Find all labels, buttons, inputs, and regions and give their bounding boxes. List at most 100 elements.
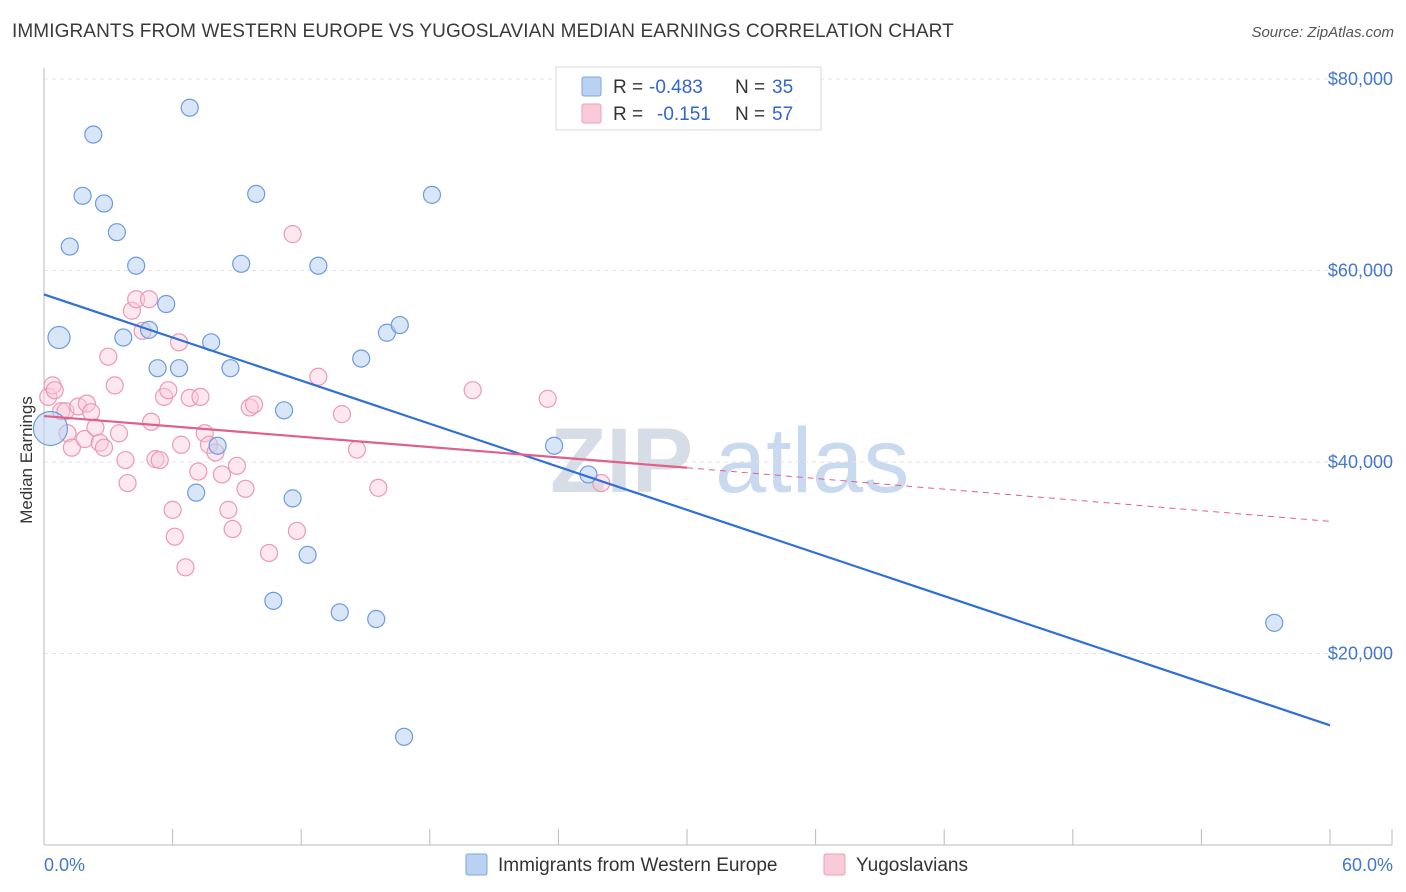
point-western-europe	[180, 98, 199, 117]
point-yugoslavians	[283, 225, 302, 244]
point-western-europe	[60, 237, 79, 256]
source-label: Source: ZipAtlas.com	[1251, 24, 1394, 41]
point-yugoslavians	[82, 403, 101, 422]
point-yugoslavians	[159, 381, 178, 400]
point-yugoslavians	[332, 405, 352, 424]
point-yugoslavians	[347, 440, 367, 459]
point-yugoslavians	[219, 500, 238, 519]
point-western-europe	[221, 359, 240, 378]
y-axis-label: Median Earnings	[17, 396, 36, 524]
series-western-europe	[32, 98, 1284, 746]
point-western-europe	[545, 436, 564, 455]
axes: $20,000 $40,000 $60,000 $80,000 0.0% 60.0%	[43, 68, 1393, 875]
point-yugoslavians	[105, 376, 124, 395]
trend-line-yugoslavians-extension	[686, 467, 1331, 522]
bottom-legend-label-pink: Yugoslavians	[856, 855, 968, 876]
point-western-europe	[127, 256, 146, 275]
chart-title: IMMIGRANTS FROM WESTERN EUROPE VS YUGOSL…	[12, 21, 954, 42]
point-western-europe	[330, 603, 349, 622]
trend-lines	[43, 293, 1331, 727]
point-western-europe	[390, 315, 409, 335]
point-yugoslavians	[62, 438, 81, 457]
point-western-europe	[32, 410, 69, 447]
point-yugoslavians	[165, 527, 184, 546]
legend-n-label-2: N =	[735, 104, 765, 125]
point-yugoslavians	[236, 479, 255, 498]
point-western-europe	[114, 328, 133, 347]
point-yugoslavians	[163, 500, 182, 519]
legend-r-label-1: R =	[613, 77, 643, 98]
point-yugoslavians	[227, 456, 246, 475]
point-yugoslavians	[142, 412, 161, 431]
watermark-atlas: atlas	[715, 410, 909, 512]
point-yugoslavians	[99, 347, 118, 366]
point-western-europe	[157, 294, 176, 314]
point-yugoslavians	[122, 301, 141, 320]
point-yugoslavians	[172, 435, 191, 454]
point-yugoslavians	[223, 519, 242, 539]
point-western-europe	[73, 186, 92, 205]
y-tick-label: $40,000	[1328, 452, 1393, 472]
point-yugoslavians	[39, 387, 58, 406]
point-yugoslavians	[259, 543, 279, 563]
point-yugoslavians	[309, 367, 328, 386]
point-yugoslavians	[118, 473, 137, 493]
y-tick-label: $20,000	[1328, 644, 1393, 664]
point-western-europe	[169, 359, 189, 378]
point-western-europe	[107, 223, 126, 242]
point-western-europe	[274, 401, 294, 420]
legend-n-label-1: N =	[735, 77, 765, 98]
point-western-europe	[422, 185, 442, 204]
point-western-europe	[47, 325, 71, 350]
point-western-europe	[232, 254, 251, 273]
trend-line-yugoslavians	[43, 414, 688, 469]
point-western-europe	[394, 727, 414, 746]
point-yugoslavians	[127, 290, 146, 309]
legend: R = -0.483 N = 35 R = -0.151 N = 57	[555, 66, 822, 131]
point-yugoslavians	[139, 290, 159, 309]
bottom-legend: Immigrants from Western Europe Yugoslavi…	[465, 853, 968, 876]
point-western-europe	[1265, 613, 1284, 632]
point-yugoslavians	[463, 381, 482, 400]
point-western-europe	[264, 591, 283, 610]
legend-n-value-1: 35	[772, 77, 793, 98]
point-western-europe	[208, 436, 227, 455]
y-tick-label: $80,000	[1328, 69, 1393, 89]
point-western-europe	[298, 545, 317, 564]
point-yugoslavians	[369, 478, 388, 497]
point-yugoslavians	[94, 438, 114, 457]
y-tick-label: $60,000	[1328, 261, 1393, 281]
point-yugoslavians	[287, 521, 307, 541]
legend-swatch-blue	[581, 76, 602, 97]
point-western-europe	[247, 184, 266, 203]
point-western-europe	[84, 125, 103, 144]
point-yugoslavians	[244, 395, 264, 414]
point-western-europe	[352, 349, 371, 368]
legend-n-value-2: 57	[772, 104, 793, 125]
point-yugoslavians	[176, 558, 195, 577]
point-yugoslavians	[45, 381, 64, 400]
legend-r-value-1: -0.483	[649, 77, 703, 98]
point-yugoslavians	[538, 389, 557, 408]
point-western-europe	[148, 359, 167, 378]
point-yugoslavians	[150, 450, 169, 470]
bottom-legend-label-blue: Immigrants from Western Europe	[498, 855, 777, 876]
grid	[44, 78, 1392, 654]
legend-r-value-2: -0.151	[657, 104, 711, 125]
point-yugoslavians	[189, 462, 208, 481]
point-yugoslavians	[191, 387, 210, 406]
point-western-europe	[367, 609, 386, 629]
point-western-europe	[94, 194, 114, 213]
point-yugoslavians	[116, 450, 135, 470]
watermark-zip: ZIP	[550, 410, 693, 512]
trend-line-western-europe	[43, 293, 1331, 727]
series-yugoslavians	[39, 225, 611, 577]
x-tick-label-start: 0.0%	[44, 855, 85, 875]
bottom-legend-swatch-pink	[823, 853, 846, 876]
point-western-europe	[309, 256, 328, 275]
point-yugoslavians	[77, 394, 96, 413]
point-western-europe	[283, 489, 302, 508]
legend-swatch-pink	[581, 103, 602, 124]
point-western-europe	[187, 483, 206, 502]
